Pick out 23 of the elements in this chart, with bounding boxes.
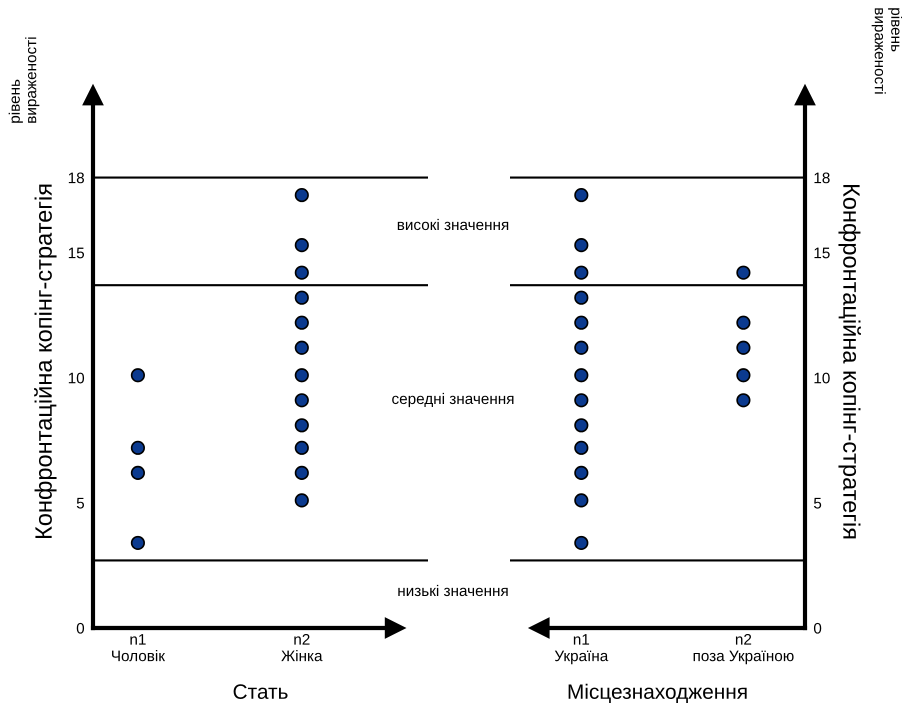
y2-tick-label: 15 xyxy=(814,248,830,258)
x-tick-label: n1 Чоловік xyxy=(112,634,166,662)
y-tick-label: 18 xyxy=(68,172,84,184)
x-tick-label: n2 Жінка xyxy=(281,634,323,662)
x-tick-label: n2 поза Україною xyxy=(694,634,794,664)
x-axis-title: Місцезнаходження xyxy=(568,684,747,703)
text: рівень вираженості xyxy=(8,37,40,123)
x-axis-title: Стать xyxy=(234,684,288,699)
y2-tick-label: 18 xyxy=(814,172,830,184)
y2-axis-title: Конфронтаційна копінг-стратегія xyxy=(838,184,861,538)
annotation: середні значення xyxy=(392,392,514,408)
y2-tick-label: 0 xyxy=(814,622,822,634)
y-tick-label: 10 xyxy=(68,372,84,384)
text: рівень вираженості xyxy=(872,8,902,94)
y-axis-title: Конфронтаційна копінг-стратегія xyxy=(34,184,57,538)
y2-tick-label: 5 xyxy=(814,498,822,509)
y2-tick-label: 10 xyxy=(814,372,830,384)
y-tick-label: 15 xyxy=(68,248,84,258)
y-tick-label: 0 xyxy=(76,622,84,634)
annotation: низькі значення xyxy=(398,584,508,596)
x-tick-label: n1 Україна xyxy=(554,634,608,664)
annotation: високі значення xyxy=(398,218,508,230)
y-tick-label: 5 xyxy=(76,498,84,509)
